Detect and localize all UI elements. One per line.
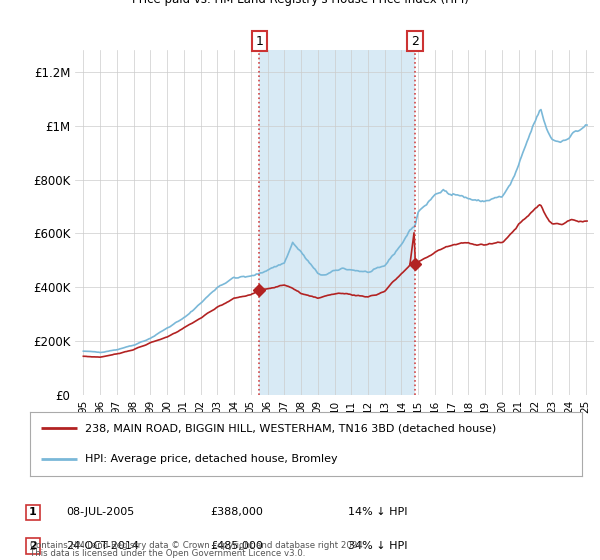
Text: 08-JUL-2005: 08-JUL-2005	[66, 507, 134, 517]
Text: 2: 2	[411, 35, 419, 48]
Text: Contains HM Land Registry data © Crown copyright and database right 2024.: Contains HM Land Registry data © Crown c…	[30, 541, 365, 550]
Bar	[259, 50, 415, 395]
Text: 1: 1	[256, 35, 263, 48]
Text: 14% ↓ HPI: 14% ↓ HPI	[348, 507, 407, 517]
Text: 2: 2	[29, 541, 37, 551]
Text: HPI: Average price, detached house, Bromley: HPI: Average price, detached house, Brom…	[85, 454, 338, 464]
Text: 1: 1	[29, 507, 37, 517]
Text: £388,000: £388,000	[210, 507, 263, 517]
Text: 238, MAIN ROAD, BIGGIN HILL, WESTERHAM, TN16 3BD (detached house): 238, MAIN ROAD, BIGGIN HILL, WESTERHAM, …	[85, 423, 496, 433]
Text: 24-OCT-2014: 24-OCT-2014	[66, 541, 139, 551]
Text: 34% ↓ HPI: 34% ↓ HPI	[348, 541, 407, 551]
Text: £485,000: £485,000	[210, 541, 263, 551]
Text: This data is licensed under the Open Government Licence v3.0.: This data is licensed under the Open Gov…	[30, 549, 305, 558]
Text: Price paid vs. HM Land Registry's House Price Index (HPI): Price paid vs. HM Land Registry's House …	[131, 0, 469, 6]
